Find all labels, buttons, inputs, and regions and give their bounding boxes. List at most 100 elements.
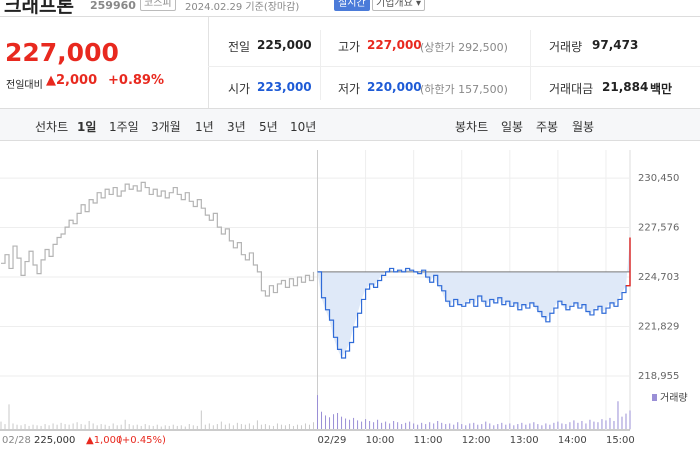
- tab[interactable]: 10년: [290, 120, 317, 134]
- volume-bar: [629, 410, 631, 429]
- y-tick-label: 221,829: [638, 321, 679, 332]
- volume-bar: [172, 424, 174, 429]
- realtime-button[interactable]: 실시간: [334, 0, 370, 11]
- volume-bar: [533, 422, 535, 429]
- volume-bar: [381, 422, 383, 429]
- volume-bar: [244, 424, 246, 429]
- volume-bar: [321, 411, 323, 429]
- volume-bar: [68, 424, 70, 429]
- volume-bar: [284, 425, 286, 429]
- tab[interactable]: 일봉: [501, 120, 524, 134]
- volume-bar: [385, 421, 387, 429]
- volume-bar: [521, 422, 523, 429]
- volume-bar: [537, 424, 539, 429]
- volume-bar: [405, 422, 407, 429]
- volume-bar: [96, 425, 98, 429]
- stat-value: 97,473: [592, 38, 639, 52]
- volume-bar: [589, 419, 591, 429]
- tab[interactable]: 3개월: [151, 120, 181, 134]
- volume-bar: [36, 425, 38, 429]
- stat-note: (하한가 157,500): [420, 83, 508, 96]
- volume-bar: [28, 425, 30, 429]
- volume-bar: [188, 424, 190, 429]
- volume-bar: [84, 424, 86, 429]
- tab[interactable]: 1일: [77, 120, 97, 134]
- stat-label: 거래량: [549, 40, 583, 54]
- stat-label: 저가: [338, 82, 361, 96]
- stat-label: 고가: [338, 40, 361, 54]
- legend-label: 거래량: [660, 392, 688, 404]
- volume-bar: [501, 422, 503, 429]
- tab[interactable]: 3년: [227, 120, 246, 134]
- volume-bar: [184, 426, 186, 429]
- volume-bar: [617, 401, 619, 429]
- volume-bar: [609, 417, 611, 429]
- volume-bar: [236, 422, 238, 429]
- volume-bar: [333, 414, 335, 429]
- company-info-button[interactable]: 기업개요 ▾: [372, 0, 426, 11]
- volume-bar: [20, 425, 22, 429]
- volume-bar: [224, 424, 226, 429]
- tab[interactable]: 1주일: [109, 120, 139, 134]
- volume-bar: [252, 425, 254, 429]
- current-price: 227,000: [5, 38, 119, 67]
- volume-bar: [337, 412, 339, 429]
- tab[interactable]: 월봉: [572, 120, 595, 134]
- x-tick-label: 13:00: [510, 435, 539, 446]
- volume-bar: [124, 419, 126, 429]
- volume-bar: [465, 425, 467, 429]
- volume-bar: [232, 425, 234, 429]
- volume-bar: [461, 424, 463, 429]
- volume-bar: [513, 425, 515, 429]
- volume-bar: [296, 424, 298, 429]
- volume-bar: [308, 424, 310, 429]
- volume-bar: [441, 422, 443, 429]
- volume-bar: [272, 425, 274, 429]
- volume-bar: [553, 422, 555, 429]
- volume-bar: [140, 425, 142, 429]
- divider: [208, 17, 209, 108]
- stat-unit: 백만: [650, 82, 673, 96]
- volume-bar: [0, 421, 2, 429]
- tab[interactable]: 5년: [259, 120, 278, 134]
- tab[interactable]: 주봉: [536, 120, 559, 134]
- volume-bar: [108, 425, 110, 429]
- stock-name: 크래프톤: [4, 0, 74, 17]
- volume-bar: [100, 424, 102, 429]
- volume-bar: [56, 424, 58, 429]
- volume-bar: [52, 423, 54, 429]
- volume-bar: [365, 419, 367, 429]
- x-tick-label: 10:00: [366, 435, 395, 446]
- volume-bar: [401, 424, 403, 429]
- volume-bar: [505, 424, 507, 429]
- volume-bar: [481, 424, 483, 429]
- volume-bar: [329, 417, 331, 429]
- volume-bar: [112, 423, 114, 429]
- volume-bar: [597, 422, 599, 429]
- volume-bar: [208, 423, 210, 429]
- volume-bar: [573, 420, 575, 429]
- volume-bar: [88, 420, 90, 429]
- volume-bar: [529, 423, 531, 429]
- volume-bar: [549, 424, 551, 429]
- volume-bar: [489, 423, 491, 429]
- volume-bar: [357, 420, 359, 429]
- volume-bar: [605, 420, 607, 429]
- volume-bar: [212, 425, 214, 429]
- divider: [0, 16, 700, 17]
- tab[interactable]: 1년: [195, 120, 214, 134]
- x-tick-label: 02/29: [318, 435, 347, 446]
- volume-bar: [32, 424, 34, 429]
- stat-value: 227,000: [367, 38, 422, 52]
- tab-label: 선차트: [35, 120, 69, 134]
- volume-bar: [389, 423, 391, 429]
- volume-bar: [397, 422, 399, 429]
- volume-bar: [16, 424, 18, 429]
- x-tick-label: 14:00: [558, 435, 587, 446]
- volume-bar: [565, 424, 567, 429]
- volume-bar: [160, 426, 162, 429]
- volume-bar: [541, 425, 543, 429]
- volume-bar: [325, 415, 327, 429]
- volume-bar: [469, 423, 471, 429]
